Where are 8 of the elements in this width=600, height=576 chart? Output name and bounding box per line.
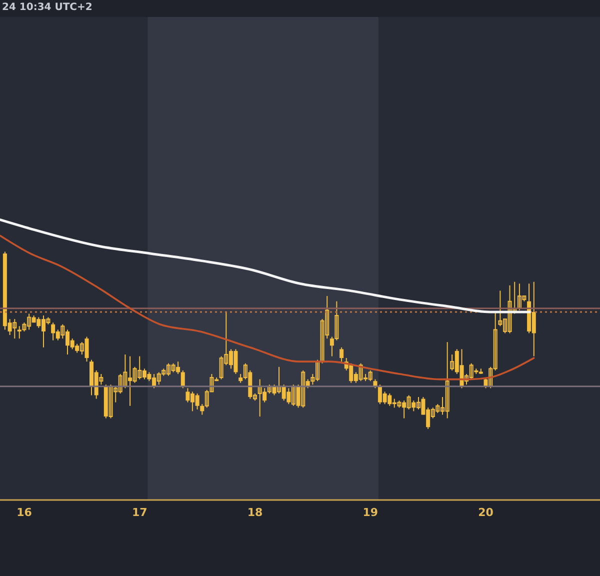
x-tick-label: 20 — [478, 506, 494, 519]
text: 24 10:34 UTC+2 — [2, 2, 92, 13]
x-tick-label: 17 — [132, 506, 148, 519]
candlestick — [180, 370, 185, 389]
x-tick-label: 16 — [16, 506, 32, 519]
candlestick — [340, 346, 344, 362]
x-tick-label: 19 — [362, 506, 378, 519]
x-tick-label: 18 — [247, 506, 263, 519]
